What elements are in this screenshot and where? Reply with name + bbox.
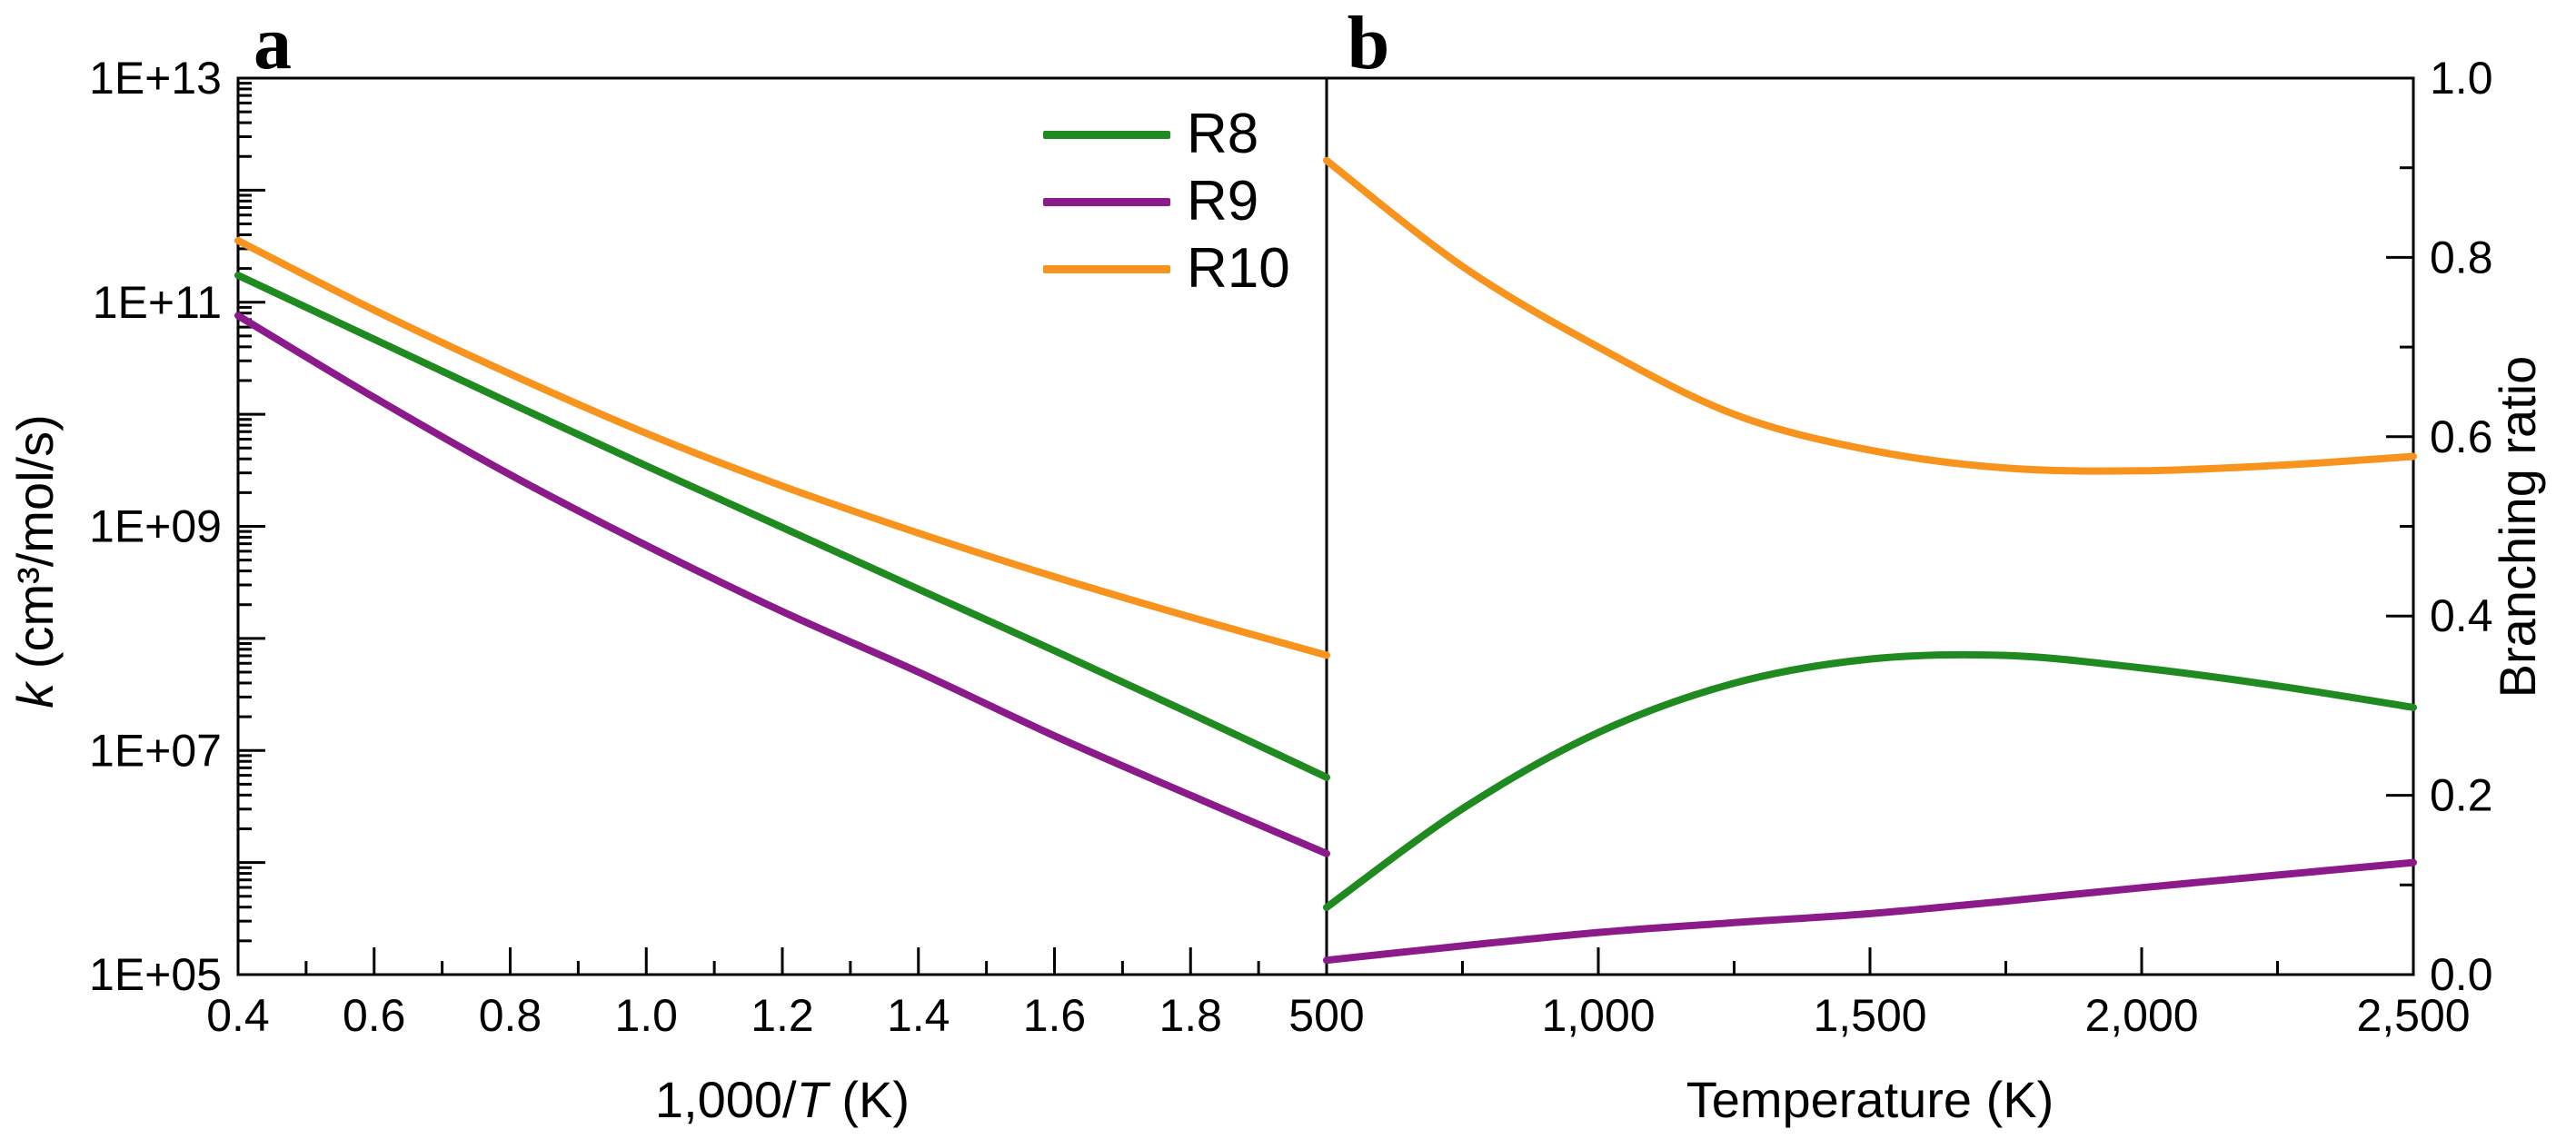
panel-a-x-tick-label: 0.4 [206,990,270,1041]
series-r10-panel-a [234,236,1330,659]
k-axis-tick-label: 1E+13 [89,53,222,104]
panel-a-x-tick-label: 1.2 [751,990,814,1041]
panel-a-x-axis-title: 1,000/T (K) [655,1071,910,1128]
panel-b-x-tick-label: 500 [1288,990,1364,1041]
panel-b-x-tick-label: 1,500 [1813,990,1926,1041]
legend-line-r10 [1043,264,1170,273]
series-r10-panel-b [1323,156,2417,475]
panel-a-x-tick-label: 0.6 [343,990,406,1041]
legend-label-r9: R9 [1187,170,1259,233]
ratio-axis-tick-label: 0.2 [2430,770,2493,821]
legend-line-r8 [1043,130,1170,139]
ratio-axis-tick-label: 0.6 [2430,411,2493,462]
series-r8-panel-a [234,272,1330,781]
series-r9-panel-a [234,312,1330,857]
k-axis-title: k (cm³/mol/s) [6,414,64,708]
panel-b-x-tick-label: 2,500 [2356,990,2470,1041]
ratio-axis-tick-label: 0.4 [2430,590,2493,641]
legend: R8 R9 R10 [1043,101,1290,302]
legend-item-r9: R9 [1043,168,1290,235]
legend-label-r8: R8 [1187,103,1259,165]
panel-b-x-tick-label: 2,000 [2084,990,2198,1041]
panel-a-x-tick-label: 1.4 [887,990,950,1041]
ratio-axis-tick-label: 1.0 [2430,53,2493,104]
k-axis-tick-label: 1E+05 [89,949,222,1000]
k-axis-tick-label: 1E+11 [93,277,222,328]
series-r9-panel-b [1323,858,2417,965]
ratio-axis-tick-label: 0.8 [2430,232,2493,282]
legend-item-r8: R8 [1043,101,1290,168]
panel-a-x-tick-label: 0.8 [479,990,542,1041]
legend-line-r9 [1043,197,1170,206]
panel-b-letter: b [1347,1,1390,85]
k-axis-tick-label: 1E+09 [89,501,222,552]
ratio-axis-tick-label: 0.0 [2430,949,2493,1000]
legend-label-r10: R10 [1187,237,1290,300]
panel-b-x-axis-title: Temperature (K) [1686,1071,2054,1128]
panel-a-x-tick-label: 1.0 [614,990,678,1041]
series-r8-panel-b [1323,650,2417,911]
panel-b-x-tick-label: 1,000 [1541,990,1655,1041]
k-axis-tick-label: 1E+07 [89,725,222,776]
panel-a-x-tick-label: 1.8 [1159,990,1222,1041]
panel-a-letter: a [254,1,292,85]
panel-a-x-tick-label: 1.6 [1023,990,1087,1041]
ratio-axis-title: Branching ratio [2489,356,2546,698]
legend-item-r10: R10 [1043,235,1290,302]
